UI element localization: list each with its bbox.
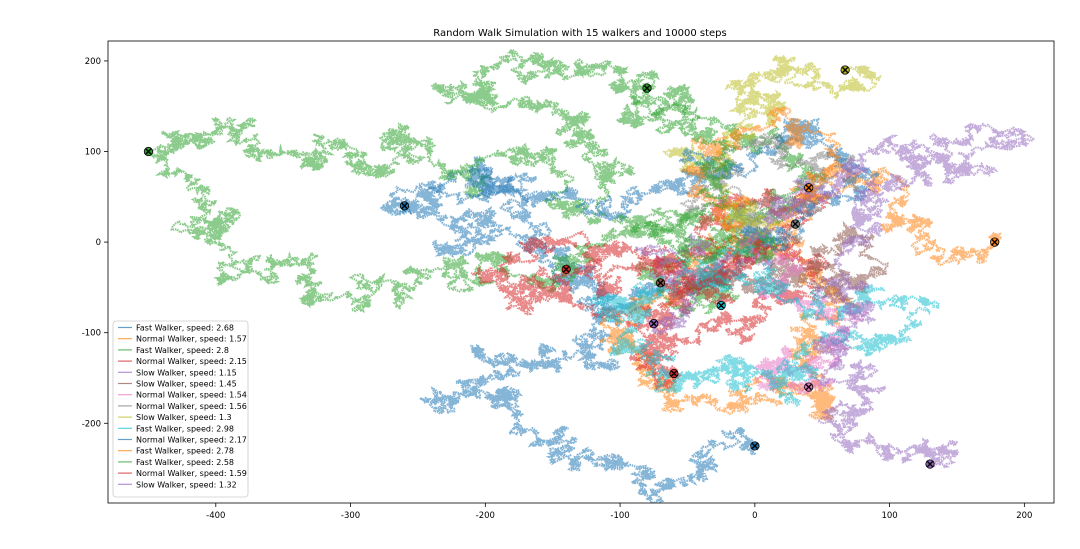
- x-tick-label: 0: [752, 511, 757, 521]
- x-tick-label: 200: [1016, 511, 1032, 521]
- end-marker-4: [669, 368, 679, 379]
- end-markers: [143, 65, 1000, 469]
- end-marker-14: [561, 264, 571, 274]
- x-tick-label: -200: [476, 511, 495, 521]
- end-marker-10: [716, 300, 726, 311]
- walk-path-9: [662, 54, 882, 243]
- y-tick-label: 200: [85, 57, 101, 67]
- end-marker-9: [840, 65, 850, 75]
- end-marker-11: [399, 201, 410, 211]
- legend-item-3: Fast Walker, speed: 2.8: [118, 346, 229, 355]
- walk-path-14: [560, 237, 770, 306]
- y-tick-label: 100: [85, 148, 101, 158]
- end-marker-13: [642, 83, 652, 93]
- legend-item-5: Slow Walker, speed: 1.15: [118, 368, 237, 377]
- plot-frame: [107, 40, 1055, 504]
- legend-label: Fast Walker, speed: 2.8: [136, 346, 229, 355]
- legend-label: Fast Walker, speed: 2.98: [136, 424, 234, 433]
- end-marker-5: [649, 319, 659, 329]
- x-tick-label: 100: [881, 511, 897, 521]
- legend-item-2: Normal Walker, speed: 1.57: [118, 335, 247, 344]
- walk-path-11: [379, 115, 880, 253]
- legend-item-1: Fast Walker, speed: 2.68: [118, 324, 234, 333]
- x-tick-label: -400: [206, 511, 225, 521]
- legend-label: Normal Walker, speed: 1.59: [136, 469, 247, 478]
- legend-label: Fast Walker, speed: 2.58: [136, 458, 234, 467]
- legend-item-4: Normal Walker, speed: 2.15: [118, 357, 247, 366]
- y-tick-label: -100: [82, 329, 101, 339]
- legend-item-9: Slow Walker, speed: 1.3: [118, 413, 232, 422]
- walk-path-15: [737, 122, 1035, 469]
- legend-item-15: Slow Walker, speed: 1.32: [118, 480, 237, 489]
- y-axis: -200 -100 0 100 200: [82, 57, 108, 429]
- legend-label: Normal Walker, speed: 2.15: [136, 357, 247, 366]
- legend-label: Fast Walker, speed: 2.78: [136, 447, 234, 456]
- legend-label: Slow Walker, speed: 1.3: [136, 413, 232, 422]
- x-axis: -400 -300 -200 -100 0 100 200: [206, 503, 1032, 521]
- legend-item-10: Fast Walker, speed: 2.98: [118, 424, 234, 433]
- legend-label: Slow Walker, speed: 1.15: [136, 368, 237, 377]
- end-marker-2: [990, 237, 1000, 247]
- legend-item-6: Slow Walker, speed: 1.45: [118, 380, 237, 389]
- x-tick-label: -300: [341, 511, 360, 521]
- legend-box: [112, 320, 249, 498]
- legend-label: Slow Walker, speed: 1.32: [136, 480, 237, 489]
- legend-item-12: Fast Walker, speed: 2.78: [118, 447, 234, 456]
- end-marker-6: [655, 278, 666, 288]
- legend-label: Fast Walker, speed: 2.68: [136, 324, 234, 333]
- end-marker-12: [804, 183, 814, 193]
- walk-path-5: [634, 232, 771, 336]
- legend-item-8: Normal Walker, speed: 1.56: [118, 402, 247, 411]
- legend-label: Normal Walker, speed: 2.17: [136, 436, 247, 445]
- x-tick-label: -100: [610, 511, 629, 521]
- legend-item-13: Fast Walker, speed: 2.58: [118, 458, 234, 467]
- legend-label: Normal Walker, speed: 1.57: [136, 335, 247, 344]
- legend-item-7: Normal Walker, speed: 1.54: [118, 391, 247, 400]
- walker-paths: [146, 48, 1035, 503]
- legend-item-14: Normal Walker, speed: 1.59: [118, 469, 247, 478]
- legend-label: Normal Walker, speed: 1.54: [136, 391, 247, 400]
- walk-path-10: [589, 236, 940, 407]
- legend-label: Normal Walker, speed: 1.56: [136, 402, 247, 411]
- legend-label: Slow Walker, speed: 1.45: [136, 380, 237, 389]
- y-tick-label: 0: [96, 238, 101, 248]
- end-marker-15: [925, 459, 935, 469]
- y-tick-label: -200: [82, 419, 101, 429]
- legend-item-11: Normal Walker, speed: 2.17: [118, 436, 247, 445]
- end-marker-1: [750, 441, 760, 451]
- legend: Fast Walker, speed: 2.68 Normal Walker, s…: [112, 320, 249, 498]
- end-marker-3: [143, 146, 154, 157]
- chart-title: Random Walk Simulation with 15 walkers a…: [433, 28, 726, 39]
- end-marker-8: [790, 219, 800, 229]
- end-marker-7: [804, 382, 814, 392]
